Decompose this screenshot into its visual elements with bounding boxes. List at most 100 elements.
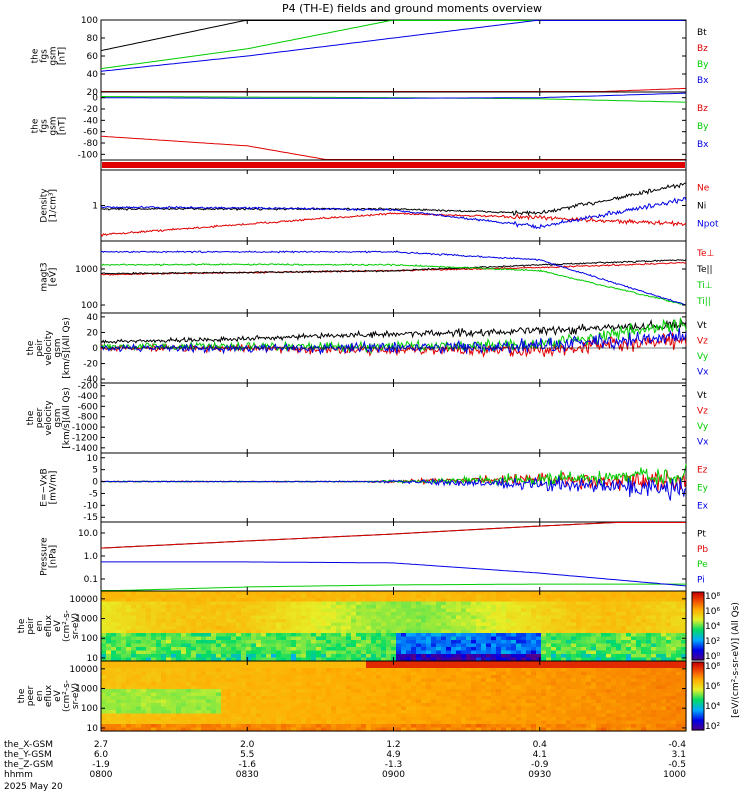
peer_spec-cell [456, 668, 462, 673]
peer_spec-cell [531, 689, 537, 694]
peir_spec-cell [601, 619, 607, 624]
peer_spec-cell [331, 713, 337, 718]
peir_spec-cell [156, 650, 162, 655]
peir_spec-cell [386, 605, 392, 610]
peir_spec-cell [601, 657, 607, 662]
peir_spec-cell [681, 591, 687, 596]
peir_spec-cell [176, 608, 182, 613]
peir_spec-cell [556, 591, 562, 596]
peer_spec-cell [346, 689, 352, 694]
peir_spec-cell [166, 640, 172, 645]
peer_spec-cell [431, 720, 437, 725]
peir_spec-cell [146, 594, 152, 599]
peer_spec-cell [626, 724, 632, 729]
peer_spec-cell [476, 661, 482, 666]
peer_spec-cell [326, 696, 332, 701]
peir_spec-cell [286, 654, 292, 659]
peer_spec-cell [286, 724, 292, 729]
peer_spec-cell [256, 699, 262, 704]
peir_spec-cell [511, 643, 517, 648]
peir_spec-cell [226, 654, 232, 659]
peer_spec-cell [551, 689, 557, 694]
peer_spec-cell [416, 682, 422, 687]
peir_spec-cell [481, 654, 487, 659]
peir_spec-cell [356, 608, 362, 613]
peer_spec-cell [331, 682, 337, 687]
peer_spec-cell [356, 724, 362, 729]
peir_spec-cell [311, 647, 317, 652]
peer_spec-cell [626, 692, 632, 697]
peir_spec-cell [476, 633, 482, 638]
peir_spec-cell [366, 594, 372, 599]
peer_spec-cell [121, 706, 127, 711]
density-legend-2: Npot [697, 220, 719, 230]
peir_spec-cell [176, 657, 182, 662]
peir_spec-cell [471, 650, 477, 655]
peer_spec-cell [221, 675, 227, 680]
peir_spec-cell [206, 601, 212, 606]
peir_spec-cell [586, 650, 592, 655]
peer_spec-cell [261, 703, 267, 708]
peer_spec-cell [451, 696, 457, 701]
peir_spec-cell [311, 622, 317, 627]
peer_spec-cell [326, 699, 332, 704]
peir_spec-cell [391, 636, 397, 641]
peer_spec-cell [516, 703, 522, 708]
peir_spec-cell [381, 650, 387, 655]
peir_spec-cell [286, 619, 292, 624]
peir_spec-cell [346, 640, 352, 645]
peer_spec-cell [271, 710, 277, 715]
peer_spec-cell [411, 661, 417, 666]
peer_spec-cell [236, 699, 242, 704]
peir_spec-cell [111, 647, 117, 652]
peer_spec-cell [466, 678, 472, 683]
peer_spec-cell [331, 696, 337, 701]
peer_spec-cell [376, 706, 382, 711]
peer_spec-cell [281, 678, 287, 683]
peer_spec-cell [121, 713, 127, 718]
peir_spec-cell [526, 654, 532, 659]
peir_spec-cell [436, 640, 442, 645]
peer_spec-cell [376, 671, 382, 676]
peir_spec-cell [366, 657, 372, 662]
peir_spec-cell [181, 605, 187, 610]
peer_spec-cell [306, 717, 312, 722]
peer_spec-cell [626, 675, 632, 680]
peer_spec-cell [231, 692, 237, 697]
peir_spec-cell [486, 601, 492, 606]
peer_spec-cell [346, 703, 352, 708]
peir_spec-cell [231, 650, 237, 655]
peir_spec-cell [141, 612, 147, 617]
peer_spec-cell [561, 696, 567, 701]
peer_spec-cell [461, 664, 467, 669]
peir_spec-cell [221, 598, 227, 603]
peer_spec-cell [466, 720, 472, 725]
peer_spec-cell [166, 671, 172, 676]
peir_spec-cell [416, 626, 422, 631]
peer_spec-cell [656, 713, 662, 718]
peer_spec-cell [576, 671, 582, 676]
peir_spec-cell [316, 626, 322, 631]
peer_spec-cell [481, 727, 487, 732]
peir_spec-cell [326, 643, 332, 648]
peer_spec-cell [666, 699, 672, 704]
peer_spec-cell [581, 706, 587, 711]
peir_spec-cell [156, 612, 162, 617]
peer_spec-cell [131, 720, 137, 725]
peir_spec-cell [451, 636, 457, 641]
peir_spec-cell [156, 643, 162, 648]
peer_spec-cell [611, 664, 617, 669]
peir_spec-cell [191, 591, 197, 596]
peer_spec-cell [321, 689, 327, 694]
peer_spec-cell [111, 689, 117, 694]
peer_spec-cell [326, 682, 332, 687]
peir_spec-cell [211, 643, 217, 648]
peir_spec-cell [231, 605, 237, 610]
peer_spec-cell [486, 685, 492, 690]
peer_spec-cell [116, 671, 122, 676]
peir_spec-cell [291, 640, 297, 645]
peer_spec-cell [476, 703, 482, 708]
peir_spec-cell [621, 615, 627, 620]
peer_spec-cell [141, 713, 147, 718]
peir_spec-cell [471, 640, 477, 645]
